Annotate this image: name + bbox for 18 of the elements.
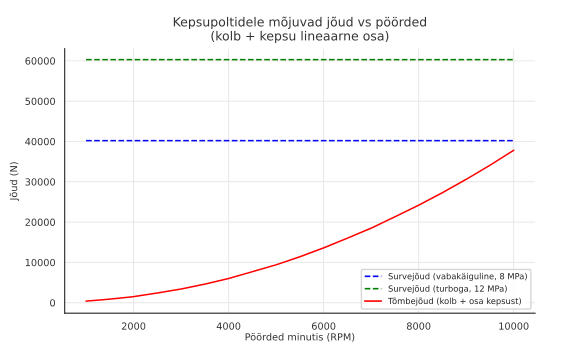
x-tick-label: 8000 xyxy=(406,322,430,330)
x-tick-label: 6000 xyxy=(312,322,336,330)
y-tick-label: 20000 xyxy=(25,218,56,226)
x-axis-title: Pöörded minutis (RPM) xyxy=(246,333,354,342)
legend-label: Tõmbejõud (kolb + osa kepsust) xyxy=(388,297,521,306)
y-tick-label: 60000 xyxy=(25,57,56,65)
y-tick-label: 0 xyxy=(50,299,56,307)
y-tick-label: 50000 xyxy=(25,98,56,105)
y-tick-label: 40000 xyxy=(25,138,56,146)
y-tick-label: 30000 xyxy=(25,178,56,186)
x-tick-label: 2000 xyxy=(122,322,146,330)
y-axis-title: Jõud (N) xyxy=(10,162,20,202)
legend-label: Survejõud (turboga, 12 MPa) xyxy=(388,285,507,294)
chart-title: Kepsupoltidele mõjuvad jõud vs pöörded (kolb + kepsu lineaarne osa) xyxy=(174,16,426,43)
x-tick-label: 4000 xyxy=(216,322,240,330)
legend-label: Survejõud (vabakäiguline, 8 MPa) xyxy=(388,272,527,281)
y-tick-label: 10000 xyxy=(26,258,56,266)
x-tick-label: 10000 xyxy=(499,322,529,330)
